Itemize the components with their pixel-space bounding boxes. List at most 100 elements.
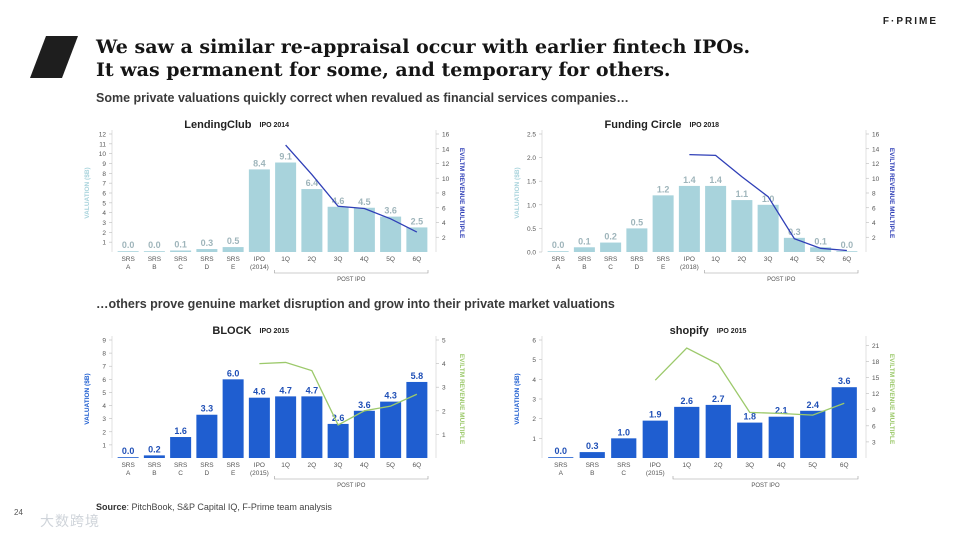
bar-value-label: 0.5 [227, 236, 240, 246]
bar-value-label: 0.5 [631, 217, 644, 227]
x-tick-label: IPO [254, 462, 265, 469]
x-tick-label: A [126, 470, 131, 477]
y-axis-title: VALUATION ($B) [84, 167, 91, 218]
y2-tick-label: 16 [872, 132, 880, 139]
x-tick-label: IPO [684, 256, 695, 263]
x-tick-label: (2014) [250, 264, 269, 271]
bar-value-label: 0.3 [201, 238, 214, 248]
bar-value-label: 2.6 [680, 396, 693, 406]
bar [406, 381, 428, 458]
title-line-1: We saw a similar re-appraisal occur with… [96, 36, 751, 58]
source-label: Source [96, 502, 127, 512]
x-tick-label: SRS [617, 462, 631, 469]
bar [810, 247, 832, 252]
x-tick-label: A [556, 264, 561, 271]
x-tick-label: 3Q [334, 462, 343, 469]
y-tick-label: 8 [102, 171, 106, 178]
bar-value-label: 4.7 [279, 385, 292, 395]
x-tick-label: 1Q [281, 256, 290, 263]
bar [547, 251, 569, 252]
x-tick-label: 1Q [711, 256, 720, 263]
block-chart: BLOCK IPO 2015 1 2 3 4 5 6 7 8 9 1 2 3 4 5 VALUATION ($B… [84, 325, 465, 489]
ipo-year-label: IPO 2015 [260, 328, 290, 335]
x-tick-label: 2Q [738, 256, 747, 263]
bar-value-label: 0.1 [814, 236, 827, 246]
bar-value-label: 3.6 [838, 376, 851, 386]
post-ipo-bracket [672, 476, 859, 480]
x-tick-label: 4Q [777, 462, 786, 469]
y-tick-label: 1 [532, 436, 536, 443]
company-logo-text: Funding Circle [605, 119, 682, 131]
bar-value-label: 2.1 [775, 406, 788, 416]
bar-value-label: 2.4 [806, 400, 819, 410]
x-tick-label: C [621, 470, 626, 477]
bar [380, 216, 402, 252]
bar [353, 207, 375, 252]
x-tick-label: 4Q [360, 462, 369, 469]
bar-value-label: 4.6 [332, 196, 345, 206]
post-ipo-label: POST IPO [337, 277, 366, 283]
x-tick-label: 6Q [840, 462, 849, 469]
bar [573, 247, 595, 252]
y2-tick-label: 9 [872, 407, 876, 414]
y2-tick-label: 18 [872, 359, 880, 366]
x-tick-label: 4Q [790, 256, 799, 263]
bar-value-label: 0.0 [122, 240, 135, 250]
post-ipo-bracket [704, 270, 859, 274]
x-tick-label: 1Q [281, 462, 290, 469]
x-tick-label: IPO [650, 462, 661, 469]
bar [353, 410, 375, 458]
bar-value-label: 4.3 [384, 391, 397, 401]
x-tick-label: 3Q [745, 462, 754, 469]
x-tick-label: 5Q [808, 462, 817, 469]
bar [301, 396, 323, 458]
bar [626, 228, 648, 252]
y2-tick-label: 3 [872, 439, 876, 446]
bar [611, 438, 637, 458]
x-tick-label: B [152, 470, 156, 477]
y2-tick-label: 10 [442, 176, 450, 183]
x-tick-label: SRS [226, 256, 240, 263]
bar [117, 457, 139, 458]
section-subtitle-2: …others prove genuine market disruption … [96, 297, 615, 311]
company-logo-text: LendingClub [184, 119, 251, 131]
bar [170, 250, 192, 252]
y2-tick-label: 2 [872, 235, 876, 242]
bar [548, 457, 574, 458]
bar [248, 397, 270, 458]
x-tick-label: (2015) [646, 470, 665, 477]
x-tick-label: 5Q [386, 462, 395, 469]
bar [731, 200, 753, 252]
bar [705, 185, 727, 252]
bar-value-label: 1.4 [683, 175, 696, 185]
x-tick-label: B [590, 470, 594, 477]
multiple-line-series [689, 154, 847, 252]
bar-value-label: 0.1 [174, 240, 187, 250]
bar-value-label: 0.0 [122, 446, 135, 456]
title-line-2: It was permanent for some, and temporary… [96, 59, 671, 81]
bar [117, 251, 139, 252]
bar-value-label: 9.1 [279, 152, 292, 162]
bar [196, 414, 218, 458]
y-axis-title: VALUATION ($B) [514, 167, 521, 218]
bar [143, 455, 165, 458]
y2-axis-title: EV/LTM REVENUE MULTIPLE [458, 148, 465, 239]
y-tick-label: 2.5 [527, 132, 536, 139]
bar [275, 162, 297, 252]
y-tick-label: 3 [102, 220, 106, 227]
x-tick-label: 6Q [413, 256, 422, 263]
source-text: : PitchBook, S&P Capital IQ, F-Prime tea… [126, 502, 332, 512]
bar [678, 185, 700, 252]
bar-value-label: 6.0 [227, 368, 240, 378]
x-tick-label: SRS [656, 256, 670, 263]
x-tick-label: SRS [226, 462, 240, 469]
bar [652, 195, 674, 252]
bar-value-label: 0.1 [578, 236, 591, 246]
x-tick-label: D [205, 470, 210, 477]
source-note: Source: PitchBook, S&P Capital IQ, F-Pri… [96, 502, 332, 512]
section-subtitle-1: Some private valuations quickly correct … [96, 91, 629, 105]
x-tick-label: SRS [578, 256, 592, 263]
y-tick-label: 5 [102, 200, 106, 207]
y2-tick-label: 8 [872, 191, 876, 198]
bar-value-label: 8.4 [253, 158, 266, 168]
